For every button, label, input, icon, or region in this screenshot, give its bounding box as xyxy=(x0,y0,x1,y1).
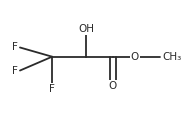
Text: CH₃: CH₃ xyxy=(162,52,181,62)
Text: O: O xyxy=(109,81,117,91)
Text: F: F xyxy=(12,65,18,76)
Text: OH: OH xyxy=(78,24,94,34)
Text: O: O xyxy=(131,52,139,62)
Text: F: F xyxy=(49,84,55,94)
Text: F: F xyxy=(12,42,18,53)
